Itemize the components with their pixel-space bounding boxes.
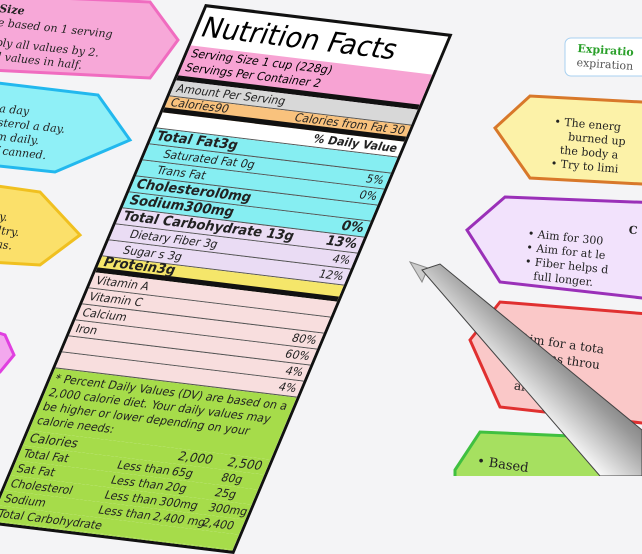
expiration-box xyxy=(564,37,642,77)
magenta-note-shape xyxy=(0,331,16,374)
yellow-note-shape xyxy=(0,184,83,267)
yellow-right-note-shape xyxy=(493,94,642,186)
cyan-note-shape xyxy=(0,81,133,174)
background-shapes xyxy=(0,0,642,476)
pen-tip xyxy=(408,261,429,284)
purple-right-note-shape xyxy=(465,195,642,300)
pink-note-shape xyxy=(0,0,180,80)
pen xyxy=(408,261,642,476)
pen-body xyxy=(421,263,642,476)
